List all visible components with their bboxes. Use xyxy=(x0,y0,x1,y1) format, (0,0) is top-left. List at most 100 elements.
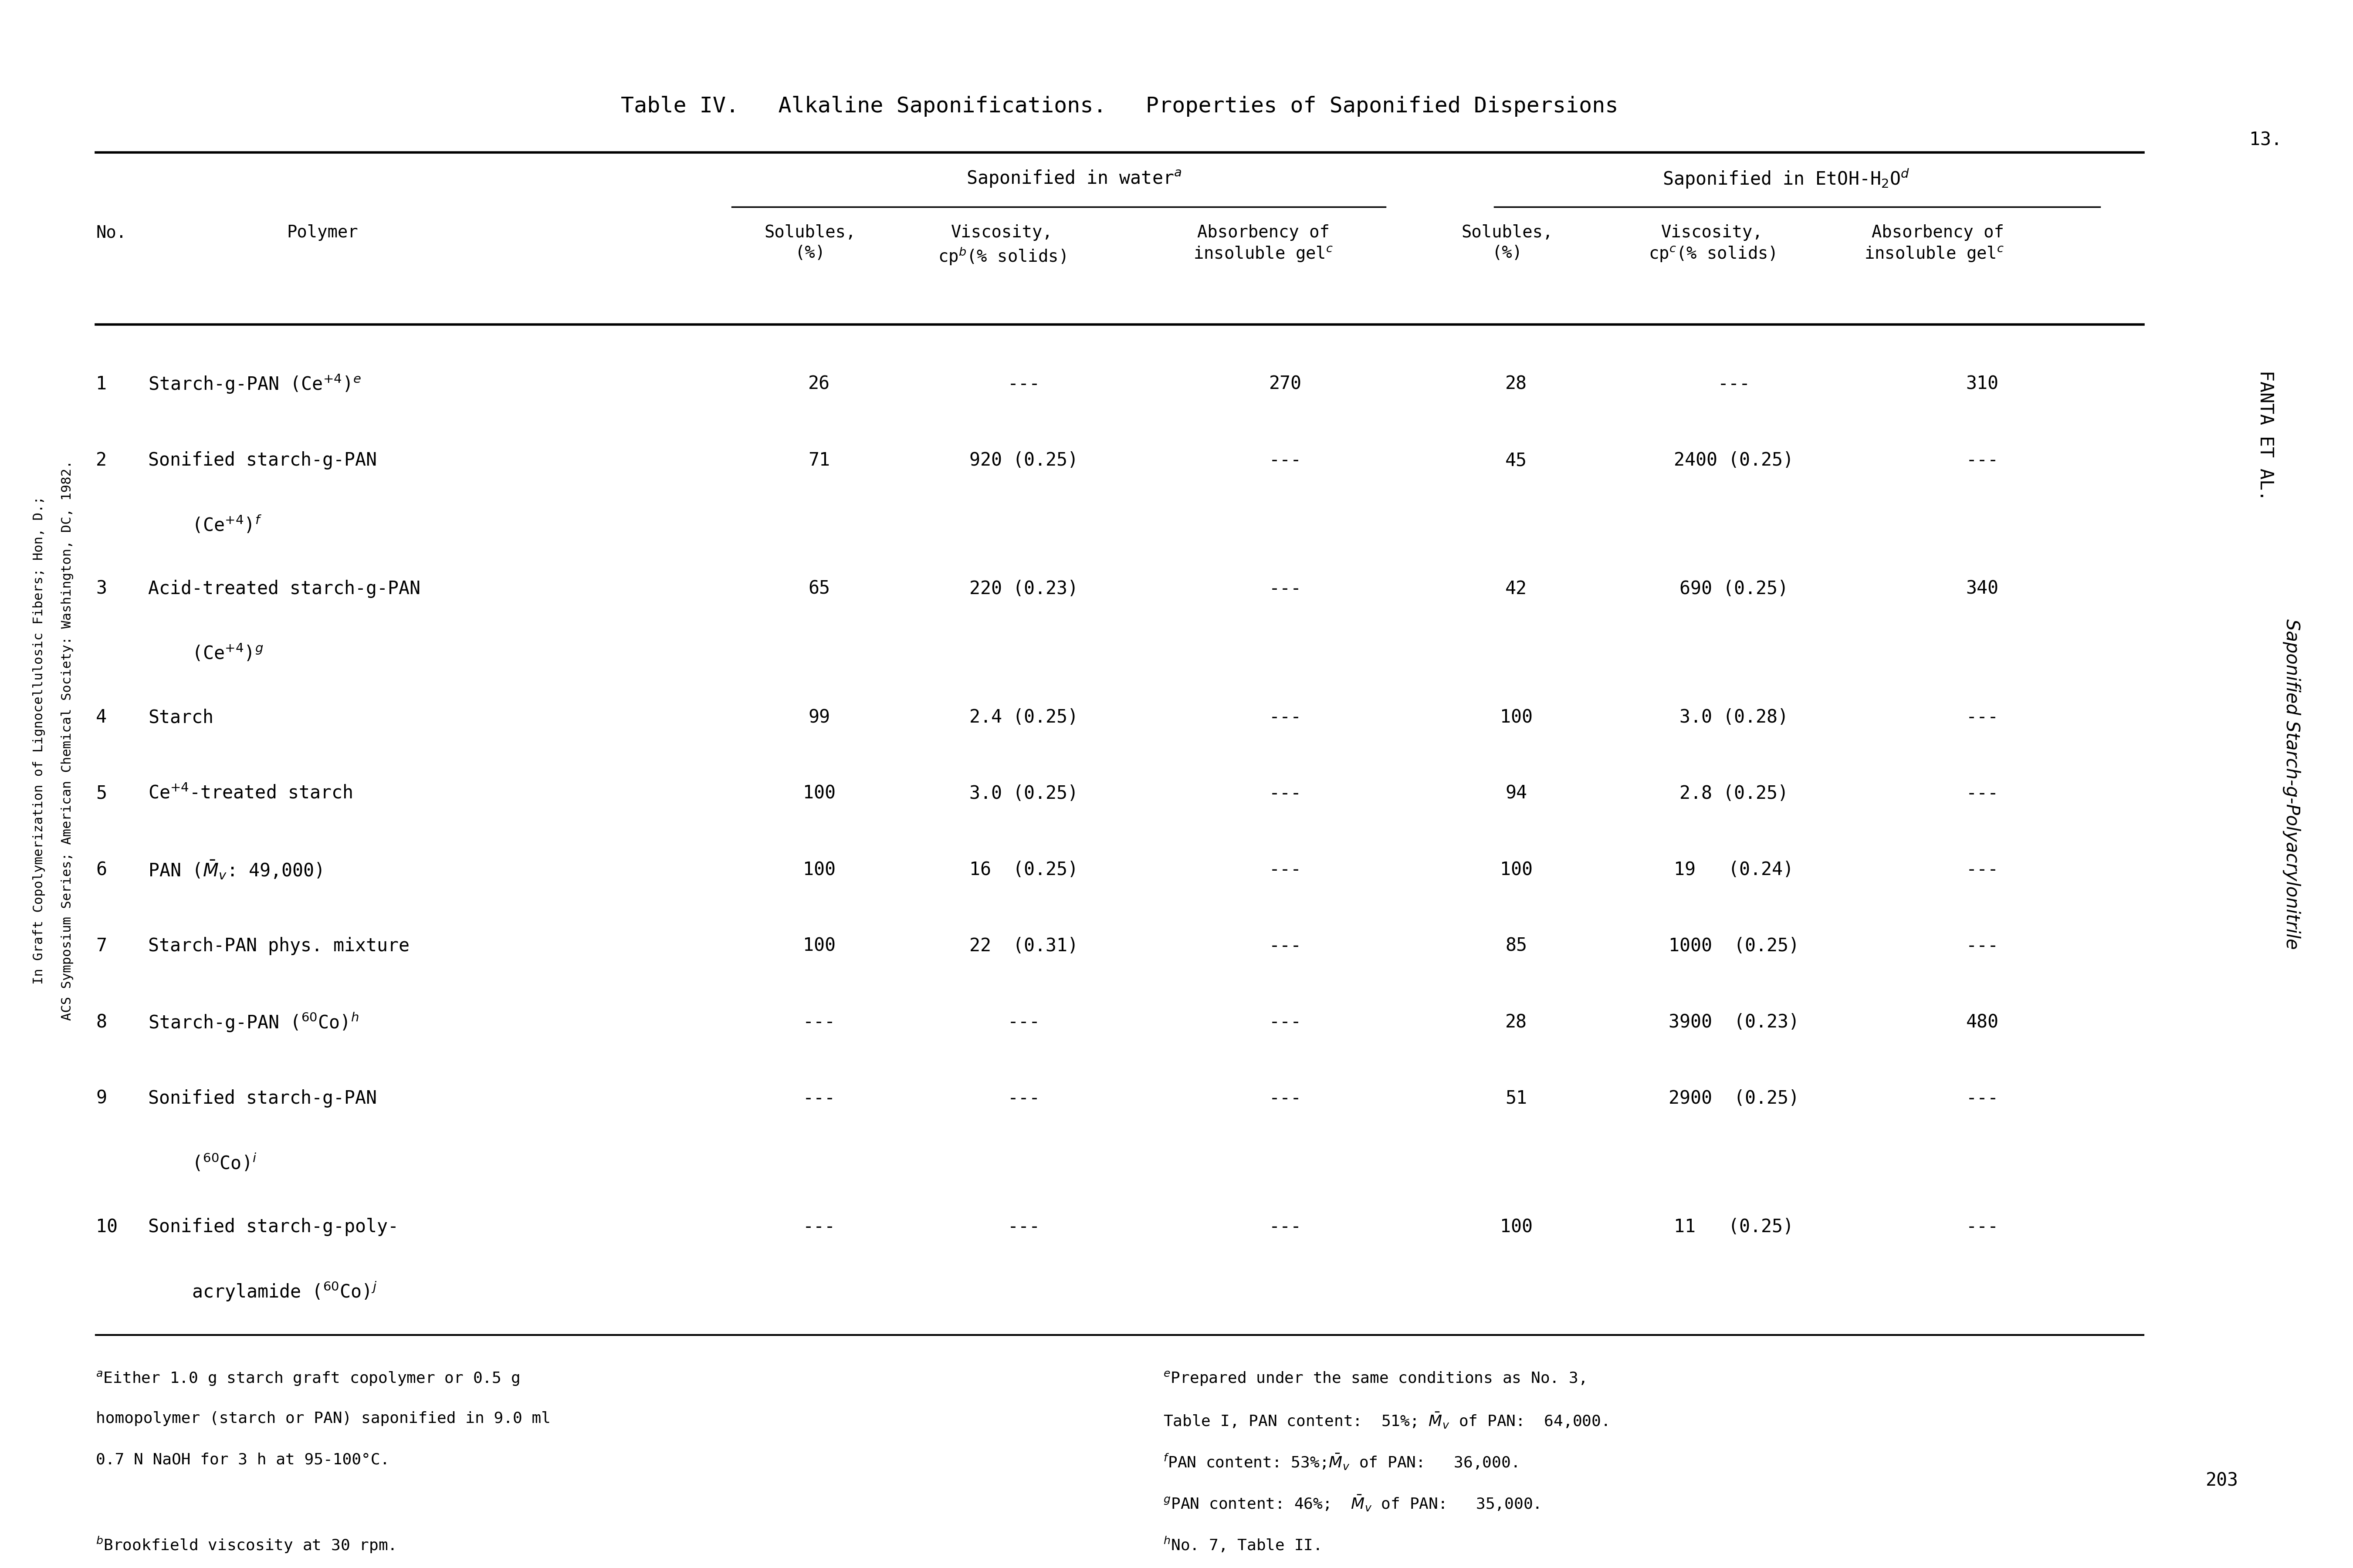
Text: 3.0 (0.28): 3.0 (0.28) xyxy=(1680,709,1788,726)
Text: ---: --- xyxy=(1965,1090,1998,1107)
Text: Saponified Starch-g-Polyacrylonitrile: Saponified Starch-g-Polyacrylonitrile xyxy=(2282,619,2301,949)
Text: 65: 65 xyxy=(807,580,831,597)
Text: 4: 4 xyxy=(96,709,106,726)
Text: ---: --- xyxy=(1268,784,1301,803)
Text: 7: 7 xyxy=(96,936,106,955)
Text: ---: --- xyxy=(1965,452,1998,469)
Text: (Ce$^{+4}$)$^{g}$: (Ce$^{+4}$)$^{g}$ xyxy=(148,643,264,663)
Text: In Graft Copolymerization of Lignocellulosic Fibers; Hon, D.;: In Graft Copolymerization of Lignocellul… xyxy=(33,497,45,985)
Text: $^{e}$Prepared under the same conditions as No. 3,: $^{e}$Prepared under the same conditions… xyxy=(1162,1370,1584,1386)
Text: 100: 100 xyxy=(1499,861,1532,880)
Text: 0.7 N NaOH for 3 h at 95-100°C.: 0.7 N NaOH for 3 h at 95-100°C. xyxy=(96,1452,391,1468)
Text: 10: 10 xyxy=(96,1218,118,1236)
Text: ---: --- xyxy=(802,1090,835,1107)
Text: 3.0 (0.25): 3.0 (0.25) xyxy=(969,784,1078,803)
Text: 340: 340 xyxy=(1965,580,1998,597)
Text: ($^{60}$Co)$^{i}$: ($^{60}$Co)$^{i}$ xyxy=(148,1152,256,1173)
Text: ---: --- xyxy=(1718,375,1751,394)
Text: 3900  (0.23): 3900 (0.23) xyxy=(1668,1013,1800,1032)
Text: 71: 71 xyxy=(807,452,831,469)
Text: ACS Symposium Series; American Chemical Society: Washington, DC, 1982.: ACS Symposium Series; American Chemical … xyxy=(61,461,73,1021)
Text: Starch-g-PAN ($^{60}$Co)$^{h}$: Starch-g-PAN ($^{60}$Co)$^{h}$ xyxy=(148,1011,358,1033)
Text: 1: 1 xyxy=(96,375,106,394)
Text: No.: No. xyxy=(96,224,127,241)
Text: Table I, PAN content:  51%; $\bar{M}_{v}$ of PAN:  64,000.: Table I, PAN content: 51%; $\bar{M}_{v}$… xyxy=(1162,1411,1607,1430)
Text: 51: 51 xyxy=(1506,1090,1527,1107)
Text: ---: --- xyxy=(1007,375,1040,394)
Text: Saponified in EtOH-H$_2$O$^{d}$: Saponified in EtOH-H$_2$O$^{d}$ xyxy=(1664,168,1911,190)
Text: 2900  (0.25): 2900 (0.25) xyxy=(1668,1090,1800,1107)
Text: (Ce$^{+4}$)$^{f}$: (Ce$^{+4}$)$^{f}$ xyxy=(148,514,261,535)
Text: Ce$^{+4}$-treated starch: Ce$^{+4}$-treated starch xyxy=(148,784,353,803)
Text: ---: --- xyxy=(1268,1218,1301,1236)
Text: 310: 310 xyxy=(1965,375,1998,394)
Text: FANTA ET AL.: FANTA ET AL. xyxy=(2257,370,2275,500)
Text: 13.: 13. xyxy=(2249,130,2282,149)
Text: $^{h}$No. 7, Table II.: $^{h}$No. 7, Table II. xyxy=(1162,1535,1320,1554)
Text: ---: --- xyxy=(1268,1013,1301,1032)
Text: 8: 8 xyxy=(96,1013,106,1032)
Text: 19   (0.24): 19 (0.24) xyxy=(1673,861,1793,880)
Text: Sonified starch-g-PAN: Sonified starch-g-PAN xyxy=(148,452,376,469)
Text: 203: 203 xyxy=(2205,1472,2238,1490)
Text: 28: 28 xyxy=(1506,375,1527,394)
Text: acrylamide ($^{60}$Co)$^{j}$: acrylamide ($^{60}$Co)$^{j}$ xyxy=(148,1279,376,1303)
Text: 94: 94 xyxy=(1506,784,1527,803)
Text: 45: 45 xyxy=(1506,452,1527,469)
Text: ---: --- xyxy=(1268,452,1301,469)
Text: 22  (0.31): 22 (0.31) xyxy=(969,936,1078,955)
Text: ---: --- xyxy=(1965,861,1998,880)
Text: 100: 100 xyxy=(802,784,835,803)
Text: Solubles,
(%): Solubles, (%) xyxy=(765,224,856,262)
Text: ---: --- xyxy=(1268,861,1301,880)
Text: 9: 9 xyxy=(96,1090,106,1107)
Text: 3: 3 xyxy=(96,580,106,597)
Text: Saponified in water$^{a}$: Saponified in water$^{a}$ xyxy=(967,169,1181,188)
Text: 6: 6 xyxy=(96,861,106,880)
Text: ---: --- xyxy=(1268,709,1301,726)
Text: ---: --- xyxy=(1268,580,1301,597)
Text: 220 (0.23): 220 (0.23) xyxy=(969,580,1078,597)
Text: Viscosity,
cp$^{c}$(% solids): Viscosity, cp$^{c}$(% solids) xyxy=(1649,224,1777,263)
Text: 2.8 (0.25): 2.8 (0.25) xyxy=(1680,784,1788,803)
Text: 2400 (0.25): 2400 (0.25) xyxy=(1673,452,1793,469)
Text: PAN ($\bar{M}_{v}$: 49,000): PAN ($\bar{M}_{v}$: 49,000) xyxy=(148,859,322,881)
Text: ---: --- xyxy=(1007,1013,1040,1032)
Text: 28: 28 xyxy=(1506,1013,1527,1032)
Text: Viscosity,
cp$^{b}$(% solids): Viscosity, cp$^{b}$(% solids) xyxy=(939,224,1066,267)
Text: ---: --- xyxy=(802,1013,835,1032)
Text: Sonified starch-g-poly-: Sonified starch-g-poly- xyxy=(148,1218,398,1236)
Text: Starch: Starch xyxy=(148,709,214,726)
Text: Absorbency of
insoluble gel$^{c}$: Absorbency of insoluble gel$^{c}$ xyxy=(1864,224,2005,263)
Text: 1000  (0.25): 1000 (0.25) xyxy=(1668,936,1800,955)
Text: ---: --- xyxy=(1268,936,1301,955)
Text: 11   (0.25): 11 (0.25) xyxy=(1673,1218,1793,1236)
Text: ---: --- xyxy=(802,1218,835,1236)
Text: Acid-treated starch-g-PAN: Acid-treated starch-g-PAN xyxy=(148,580,421,597)
Text: 26: 26 xyxy=(807,375,831,394)
Text: 2: 2 xyxy=(96,452,106,469)
Text: 2.4 (0.25): 2.4 (0.25) xyxy=(969,709,1078,726)
Text: ---: --- xyxy=(1007,1090,1040,1107)
Text: $^{b}$Brookfield viscosity at 30 rpm.: $^{b}$Brookfield viscosity at 30 rpm. xyxy=(96,1535,395,1554)
Text: 100: 100 xyxy=(1499,709,1532,726)
Text: 920 (0.25): 920 (0.25) xyxy=(969,452,1078,469)
Text: 16  (0.25): 16 (0.25) xyxy=(969,861,1078,880)
Text: 85: 85 xyxy=(1506,936,1527,955)
Text: 100: 100 xyxy=(1499,1218,1532,1236)
Text: 5: 5 xyxy=(96,784,106,803)
Text: 100: 100 xyxy=(802,861,835,880)
Text: Absorbency of
insoluble gel$^{c}$: Absorbency of insoluble gel$^{c}$ xyxy=(1193,224,1334,263)
Text: ---: --- xyxy=(1965,1218,1998,1236)
Text: 480: 480 xyxy=(1965,1013,1998,1032)
Text: $^{g}$PAN content: 46%;  $\bar{M}_{v}$ of PAN:   35,000.: $^{g}$PAN content: 46%; $\bar{M}_{v}$ of… xyxy=(1162,1494,1539,1513)
Text: 270: 270 xyxy=(1268,375,1301,394)
Text: ---: --- xyxy=(1965,709,1998,726)
Text: Polymer: Polymer xyxy=(287,224,358,241)
Text: 100: 100 xyxy=(802,936,835,955)
Text: $^{f}$PAN content: 53%;$\bar{M}_{v}$ of PAN:   36,000.: $^{f}$PAN content: 53%;$\bar{M}_{v}$ of … xyxy=(1162,1452,1518,1471)
Text: ---: --- xyxy=(1965,784,1998,803)
Text: ---: --- xyxy=(1007,1218,1040,1236)
Text: homopolymer (starch or PAN) saponified in 9.0 ml: homopolymer (starch or PAN) saponified i… xyxy=(96,1411,551,1425)
Text: Starch-g-PAN (Ce$^{+4}$)$^{e}$: Starch-g-PAN (Ce$^{+4}$)$^{e}$ xyxy=(148,373,362,395)
